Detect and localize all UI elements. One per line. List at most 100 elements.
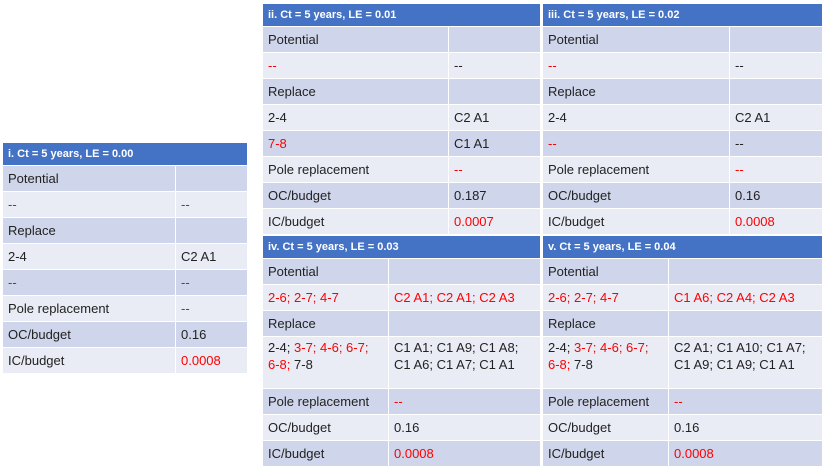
table-i: i. Ct = 5 years, LE = 0.00 Potential -- -- R… — [3, 143, 247, 373]
label-cell: IC/budget — [263, 209, 449, 234]
cell-text-segment: C1 A1 — [454, 136, 490, 151]
cell-text: -- — [8, 197, 17, 212]
label-cell: IC/budget — [543, 209, 730, 234]
cell-text-segment: Replace — [268, 316, 316, 331]
table-row: Potential — [3, 165, 247, 191]
table-row: IC/budget 0.0008 — [543, 208, 822, 234]
value-cell: 0.16 — [669, 415, 822, 440]
table-row: OC/budget 0.16 — [263, 414, 540, 440]
value-cell — [730, 79, 822, 104]
value-cell — [389, 259, 540, 284]
label-cell: 2-6; 2-7; 4-7 — [263, 285, 389, 310]
cell-text: C2 A1; C2 A1; C2 A3 — [394, 290, 515, 305]
cell-text-segment: -- — [454, 58, 463, 73]
table-row: Pole replacement -- — [543, 388, 822, 414]
table-row: 2-4 C2 A1 — [263, 104, 540, 130]
cell-text-segment: Replace — [268, 84, 316, 99]
table-row: Replace — [543, 310, 822, 336]
value-cell: -- — [176, 192, 247, 217]
value-cell — [389, 311, 540, 336]
cell-text-segment: Pole replacement — [8, 301, 110, 316]
table-row: Potential — [263, 258, 540, 284]
cell-text: C1 A6; C2 A4; C2 A3 — [674, 290, 795, 305]
cell-text: C2 A1 — [181, 249, 216, 264]
table-row: -- -- — [543, 52, 822, 78]
cell-text: Potential — [548, 32, 599, 47]
table-row: -- -- — [263, 52, 540, 78]
value-cell: -- — [449, 53, 540, 78]
label-cell: -- — [3, 192, 176, 217]
label-cell: 2-4; 3-7; 4-6; 6-7; 6-8; 7-8 — [543, 337, 669, 388]
cell-text: 0.16 — [735, 188, 760, 203]
value-cell: C2 A1 — [176, 244, 247, 269]
cell-text: -- — [548, 58, 557, 73]
cell-text-segment: -- — [454, 162, 463, 177]
cell-text-segment: OC/budget — [268, 420, 331, 435]
cell-text-segment: -- — [674, 394, 683, 409]
cell-text-segment: 2-4 — [548, 110, 567, 125]
value-cell — [449, 27, 540, 52]
cell-text-segment: 0.16 — [735, 188, 761, 203]
cell-text: Pole replacement — [548, 162, 649, 177]
cell-text: 2-4 — [268, 110, 287, 125]
value-cell: 0.0008 — [669, 441, 822, 466]
label-cell: Replace — [3, 218, 176, 243]
cell-text: -- — [181, 197, 190, 212]
label-cell: OC/budget — [543, 183, 730, 208]
cell-text-segment: -- — [735, 58, 744, 73]
value-cell: C2 A1; C2 A1; C2 A3 — [389, 285, 540, 310]
table-row: Potential — [543, 258, 822, 284]
cell-text-segment: Potential — [548, 264, 599, 279]
cell-text: C2 A1 — [735, 110, 770, 125]
label-cell: Replace — [543, 311, 669, 336]
value-cell: C2 A1; C1 A10; C1 A7; C1 A9; C1 A9; C1 A… — [669, 337, 822, 388]
value-cell: 0.0008 — [730, 209, 822, 234]
cell-text-segment: Pole replacement — [268, 162, 370, 177]
value-cell — [449, 79, 540, 104]
table-row: -- -- — [3, 191, 247, 217]
table-row: Potential — [263, 26, 540, 52]
cell-text-segment: C1 A6; C2 A4; C2 A3 — [674, 290, 795, 305]
cell-text-segment: Pole replacement — [548, 394, 650, 409]
table-row: OC/budget 0.16 — [3, 321, 247, 347]
cell-text-segment: 0.0008 — [735, 214, 775, 229]
cell-text: 0.0008 — [674, 446, 714, 461]
cell-text: C1 A1 — [454, 136, 489, 151]
cell-text: -- — [454, 162, 463, 177]
cell-text: 0.16 — [394, 420, 419, 435]
cell-text-segment: C2 A1; C1 A10; C1 A7; C1 A9; C1 A9; C1 A… — [674, 340, 806, 372]
label-cell: IC/budget — [543, 441, 669, 466]
cell-text-segment: Potential — [548, 32, 599, 47]
table-title: i. Ct = 5 years, LE = 0.00 — [3, 143, 247, 165]
cell-text: OC/budget — [548, 420, 611, 435]
label-cell: 7-8 — [263, 131, 449, 156]
cell-text-segment: Potential — [8, 171, 59, 186]
table-row: IC/budget 0.0008 — [263, 440, 540, 466]
label-cell: Pole replacement — [543, 389, 669, 414]
cell-text-segment: 2-6; 2-7; 4-7 — [548, 290, 619, 305]
value-cell: 0.16 — [176, 322, 247, 347]
table-title: v. Ct = 5 years, LE = 0.04 — [543, 236, 822, 258]
cell-text: 2-4; 3-7; 4-6; 6-7; 6-8; 7-8 — [268, 339, 383, 373]
table-row: OC/budget 0.16 — [543, 182, 822, 208]
value-cell: 0.187 — [449, 183, 540, 208]
table-v: v. Ct = 5 years, LE = 0.04 Potential 2-6; … — [543, 236, 822, 466]
cell-text-segment: OC/budget — [8, 327, 71, 342]
cell-text: -- — [181, 301, 190, 316]
cell-text-segment: Replace — [548, 84, 596, 99]
cell-text-segment: -- — [8, 275, 17, 290]
cell-text-segment: IC/budget — [548, 446, 605, 461]
value-cell: C1 A1 — [449, 131, 540, 156]
value-cell: -- — [389, 389, 540, 414]
cell-text: -- — [548, 136, 557, 151]
table-row: IC/budget 0.0007 — [263, 208, 540, 234]
cell-text-segment: IC/budget — [8, 353, 65, 368]
table-iv: iv. Ct = 5 years, LE = 0.03 Potential 2-6;… — [263, 236, 540, 466]
table-row: Pole replacement -- — [543, 156, 822, 182]
label-cell: 2-4; 3-7; 4-6; 6-7; 6-8; 7-8 — [263, 337, 389, 388]
table-row: OC/budget 0.16 — [543, 414, 822, 440]
cell-text-segment: 0.16 — [394, 420, 420, 435]
value-cell: -- — [730, 53, 822, 78]
cell-text: IC/budget — [548, 446, 604, 461]
label-cell: Replace — [263, 79, 449, 104]
